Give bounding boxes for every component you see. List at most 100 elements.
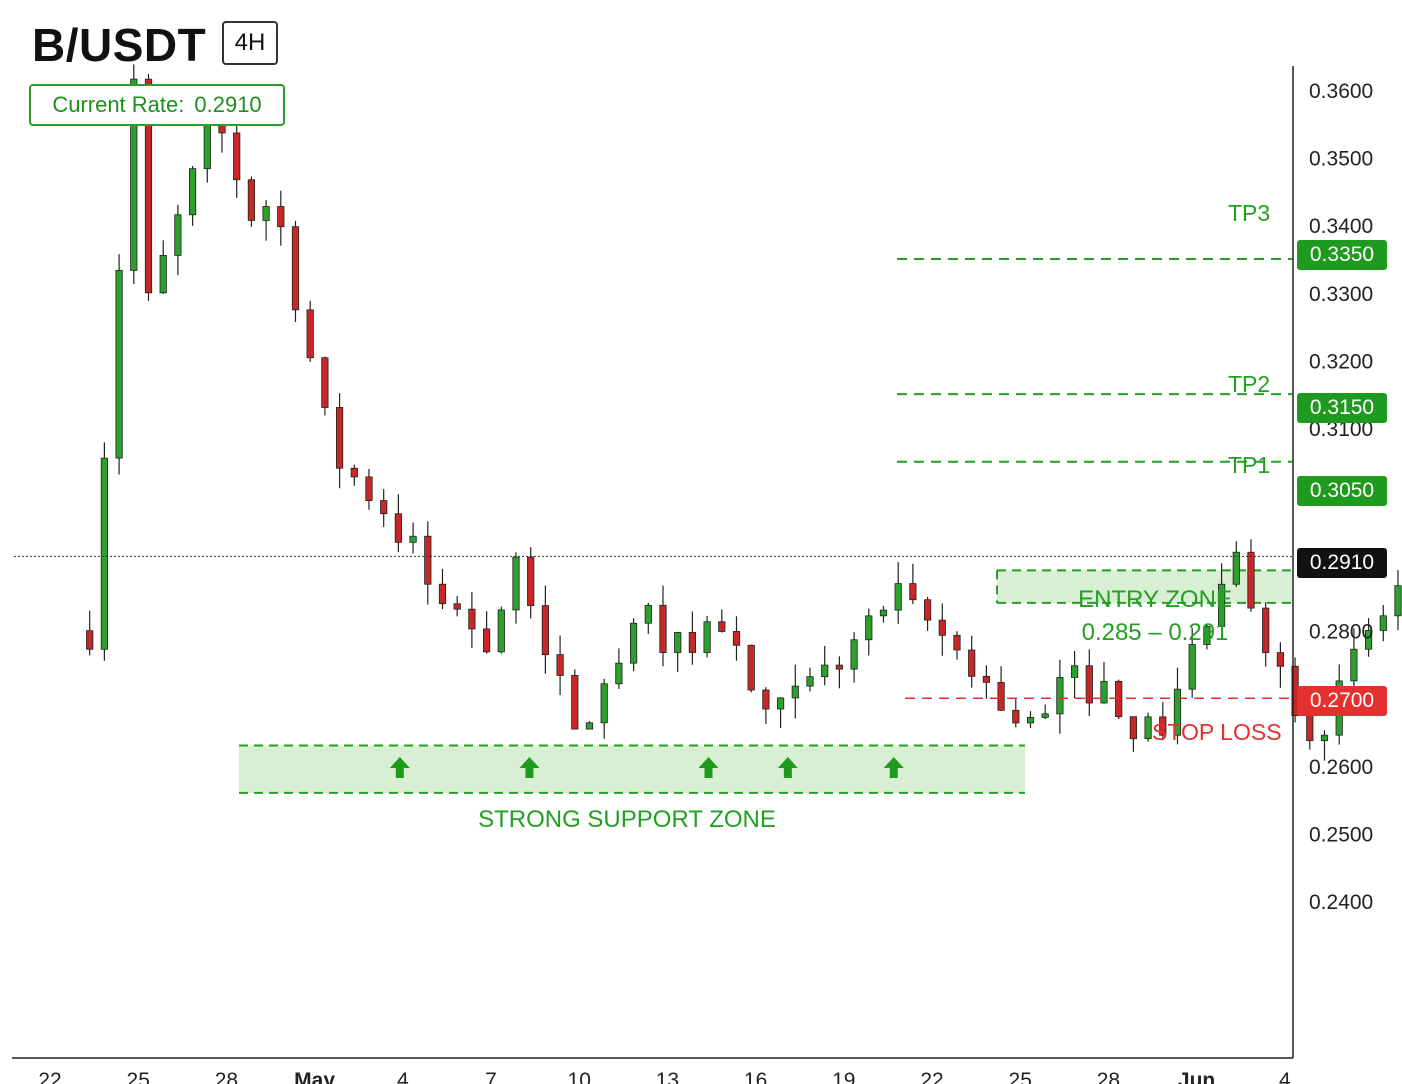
tp2-label: TP2 <box>1228 371 1271 397</box>
candle-body-28 <box>497 609 505 653</box>
candle-body-27 <box>482 628 491 653</box>
candle-body-43 <box>718 621 726 632</box>
timeframe-badge[interactable]: 4H <box>222 21 278 65</box>
support-arrow-2 <box>698 757 719 778</box>
candle-body-74 <box>1173 688 1182 736</box>
candle-body-41 <box>688 632 696 653</box>
candle-body-56 <box>909 583 917 601</box>
candle-body-59 <box>953 634 961 651</box>
price-tick-label-8: 0.2500 <box>1309 823 1373 846</box>
time-tick-label-11: 25 <box>1009 1069 1032 1084</box>
candle-body-12 <box>262 206 270 221</box>
candle-body-17 <box>335 407 344 469</box>
tp1-price-badge: 0.3050 <box>1297 476 1387 506</box>
candle-body-22 <box>409 535 417 543</box>
candle-body-67 <box>1070 665 1079 678</box>
candle-body-53 <box>865 615 873 641</box>
stop-loss-label: STOP LOSS <box>1152 719 1282 745</box>
time-tick-label-3: May <box>294 1069 335 1084</box>
candle-body-34 <box>585 722 594 730</box>
candle-body-77 <box>1217 583 1226 627</box>
candle-body-89 <box>1394 585 1402 617</box>
price-tick-label-5: 0.3100 <box>1309 418 1373 441</box>
candle-body-69 <box>1100 680 1108 704</box>
candle-body-29 <box>512 556 520 611</box>
candle-body-8 <box>203 122 211 170</box>
candle-body-39 <box>659 604 667 653</box>
candle-body-57 <box>923 599 932 621</box>
candle-body-81 <box>1276 652 1284 667</box>
candle-body-58 <box>938 619 946 636</box>
candle-body-3 <box>130 78 138 271</box>
price-tick-label-1: 0.3500 <box>1309 148 1373 171</box>
current-rate-label: Current Rate: <box>52 92 185 117</box>
candle-body-44 <box>732 631 741 646</box>
candle-body-33 <box>571 675 579 730</box>
candle-body-84 <box>1320 734 1329 742</box>
candle-body-63 <box>1012 709 1020 724</box>
candle-body-88 <box>1379 615 1387 631</box>
candle-body-45 <box>747 644 755 691</box>
candle-body-18 <box>350 467 358 478</box>
candle-body-80 <box>1262 607 1270 654</box>
axes-layer: 0.3600 0.3500 0.3400 0.3300 0.3200 0.3100 0.28… <box>12 66 1373 1084</box>
time-tick-label-4: 4 <box>397 1069 409 1084</box>
time-tick-label-6: 10 <box>568 1069 591 1084</box>
candle-body-73 <box>1159 716 1167 736</box>
price-tick-label-6: 0.2800 <box>1309 621 1373 644</box>
support-arrow-3 <box>777 757 798 778</box>
candle-body-35 <box>600 683 608 724</box>
time-tick-label-14: 4 <box>1279 1069 1291 1084</box>
time-tick-label-5: 7 <box>485 1069 497 1084</box>
candle-body-61 <box>982 675 990 683</box>
candle-body-40 <box>674 632 682 653</box>
candle-body-55 <box>894 583 902 611</box>
candle-body-5 <box>159 254 167 294</box>
time-tick-label-0: 22 <box>38 1069 61 1084</box>
price-tick-label-3: 0.3300 <box>1309 283 1373 306</box>
candle-body-54 <box>879 609 888 617</box>
candle-body-25 <box>453 603 461 610</box>
candle-body-87 <box>1364 630 1373 650</box>
candle-body-0 <box>86 630 94 650</box>
price-tick-label-0: 0.3600 <box>1309 80 1373 103</box>
candle-body-4 <box>144 78 153 294</box>
tp2-price-badge: 0.3150 <box>1297 393 1387 423</box>
candle-body-42 <box>703 621 711 653</box>
candle-body-86 <box>1350 648 1358 682</box>
candle-body-14 <box>291 226 300 311</box>
candle-body-50 <box>821 664 829 678</box>
time-tick-label-13: Jun <box>1178 1069 1215 1084</box>
candle-body-76 <box>1203 626 1211 645</box>
candle-body-51 <box>835 664 843 670</box>
candle-body-7 <box>188 168 197 216</box>
candle-body-79 <box>1247 551 1255 609</box>
candle-body-15 <box>306 309 314 359</box>
candle-body-11 <box>247 179 255 221</box>
price-tick-label-9: 0.2400 <box>1309 891 1373 914</box>
tp1-label: TP1 <box>1228 452 1271 478</box>
entry-zone-band <box>997 570 1292 603</box>
price-tick-label-7: 0.2600 <box>1309 756 1373 779</box>
time-tick-label-7: 13 <box>656 1069 679 1084</box>
candle-body-23 <box>424 535 432 585</box>
candle-body-68 <box>1085 665 1093 704</box>
entry-zone-title: ENTRY ZONE <box>1078 586 1232 613</box>
tp3-label: TP3 <box>1228 200 1271 226</box>
candle-body-38 <box>644 604 652 624</box>
candle-body-10 <box>233 132 241 181</box>
candle-body-47 <box>776 697 785 710</box>
candle-body-26 <box>468 608 476 630</box>
price-tick-label-4: 0.3200 <box>1309 350 1373 373</box>
candle-body-19 <box>365 476 373 501</box>
candle-body-1 <box>100 457 108 650</box>
candle-body-46 <box>762 689 770 710</box>
candle-body-78 <box>1232 551 1240 585</box>
candle-body-6 <box>174 214 182 256</box>
price-tick-label-2: 0.3400 <box>1309 215 1373 238</box>
support-arrow-1 <box>519 757 540 778</box>
candle-body-72 <box>1144 716 1152 740</box>
overlay-layer <box>14 257 1292 778</box>
tp3-price-badge: 0.3350 <box>1297 240 1387 270</box>
